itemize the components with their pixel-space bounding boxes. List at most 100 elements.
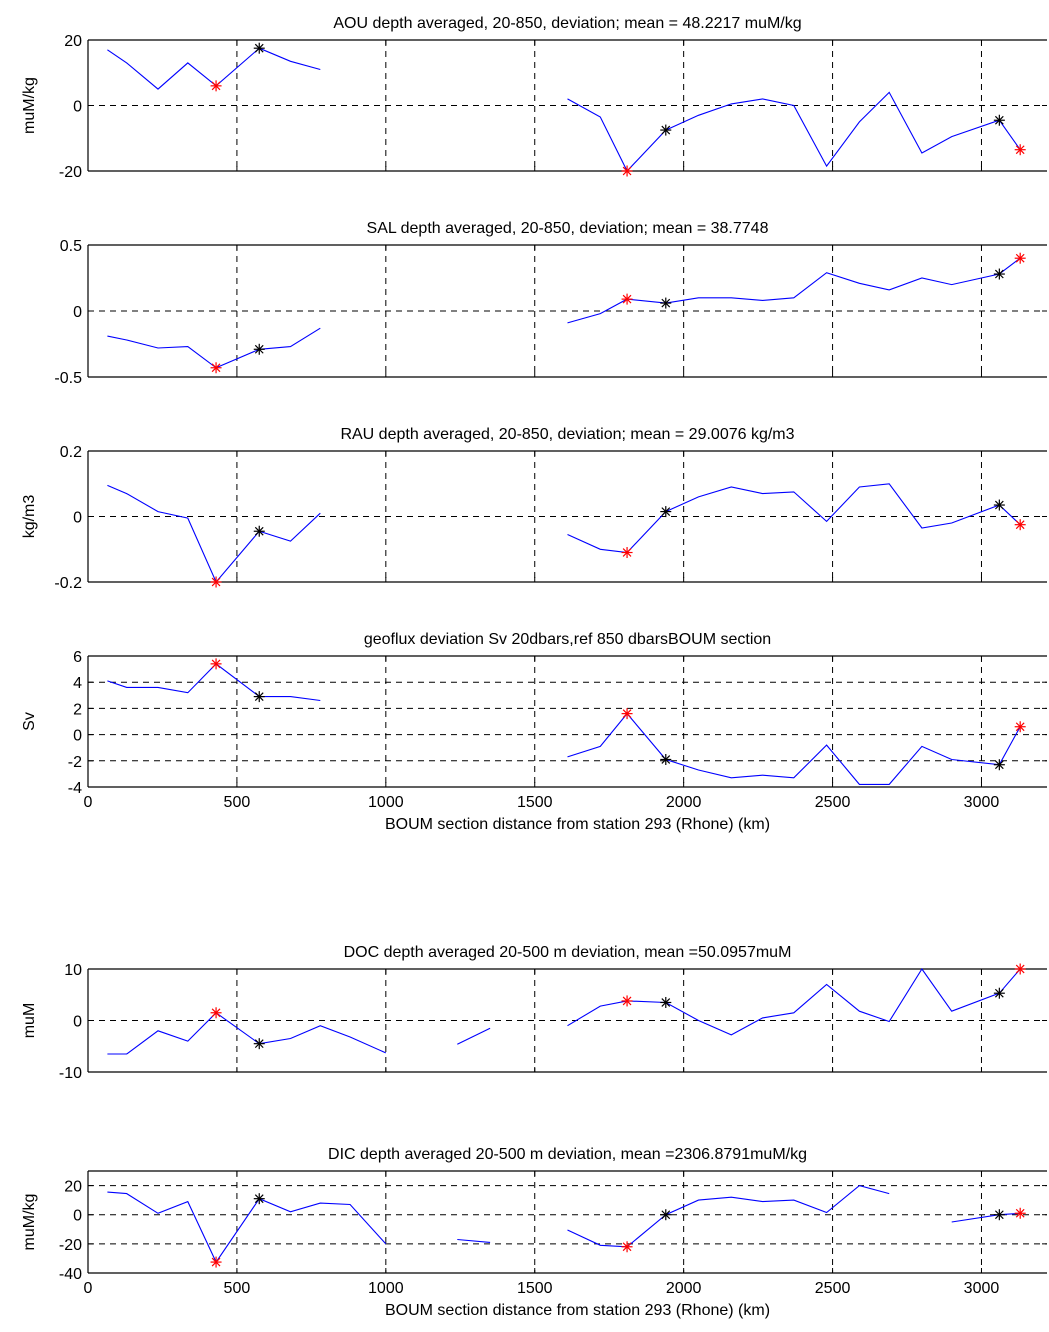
black-star-marker [253,691,265,703]
x-axis-label: BOUM section distance from station 293 (… [385,816,770,833]
red-star-marker [210,1256,222,1268]
red-star-marker [210,80,222,92]
series-line-segment [457,1027,491,1045]
black-star-marker [660,753,672,765]
x-tick-label: 1000 [368,794,404,811]
red-star-marker [1014,252,1026,264]
black-star-marker [660,506,672,518]
y-tick-label: 2 [73,701,82,718]
x-tick-label: 2000 [666,1280,702,1297]
y-axis-label: muM [21,1003,38,1039]
y-tick-label: -10 [59,1065,82,1082]
series-line-segment [567,91,1021,172]
chart-title: SAL depth averaged, 20-850, deviation; m… [367,220,769,237]
y-tick-label: 6 [73,649,82,666]
x-axis-label: BOUM section distance from station 293 (… [385,1302,770,1319]
series-line-segment [107,47,321,90]
y-tick-label: -20 [59,1237,82,1254]
x-tick-label: 1000 [368,1280,404,1297]
y-tick-label: 0 [73,1014,82,1031]
y-tick-label: -4 [68,780,82,797]
y-tick-label: 10 [64,962,82,979]
series-line-segment [567,968,1021,1036]
chart-panel-2: SAL depth averaged, 20-850, deviation; m… [54,220,1047,387]
x-tick-label: 0 [84,1280,93,1297]
red-star-marker [210,576,222,588]
red-star-marker [621,547,633,559]
y-tick-label: 0 [73,1208,82,1225]
red-star-marker [621,708,633,720]
black-star-marker [993,499,1005,511]
chart-title: DOC depth averaged 20-500 m deviation, m… [344,944,792,961]
x-tick-label: 1500 [517,1280,553,1297]
x-tick-label: 500 [224,794,251,811]
series-line-segment [107,484,321,584]
black-star-marker [253,1193,265,1205]
series-line-segment [457,1238,491,1243]
red-star-marker [621,165,633,177]
series-line-segment [107,1191,387,1264]
y-tick-label: -0.2 [54,575,82,592]
black-star-marker [253,42,265,54]
y-tick-label: 0 [73,304,82,321]
plot-area [88,1171,1047,1273]
x-tick-label: 2500 [815,1280,851,1297]
x-tick-label: 2000 [666,794,702,811]
chart-panel-5: DOC depth averaged 20-500 m deviation, m… [21,944,1047,1082]
black-star-marker [660,996,672,1008]
chart-panel-6: DIC depth averaged 20-500 m deviation, m… [21,1146,1047,1319]
y-tick-label: -40 [59,1266,82,1283]
y-tick-label: -2 [68,754,82,771]
x-tick-label: 3000 [964,1280,1000,1297]
y-tick-label: 0 [73,510,82,527]
red-star-marker [1014,1207,1026,1219]
series-line-segment [567,257,1021,324]
y-axis-label: muM/kg [21,77,38,134]
black-star-marker [253,525,265,537]
chart-title: DIC depth averaged 20-500 m deviation, m… [328,1146,807,1163]
black-star-marker [993,759,1005,771]
series-line-segment [107,1012,387,1055]
series-line-segment [567,483,1021,554]
series-line-segment [107,663,321,702]
black-star-marker [993,114,1005,126]
chart-title: geoflux deviation Sv 20dbars,ref 850 dba… [364,631,771,648]
y-tick-label: 0.5 [60,238,82,255]
y-tick-label: -0.5 [54,370,82,387]
y-tick-label: 20 [64,33,82,50]
x-tick-label: 1500 [517,794,553,811]
red-star-marker [1014,519,1026,531]
red-star-marker [210,658,222,670]
red-star-marker [1014,144,1026,156]
red-star-marker [621,1241,633,1253]
y-tick-label: 0.2 [60,444,82,461]
x-tick-label: 2500 [815,794,851,811]
red-star-marker [210,362,222,374]
black-star-marker [253,343,265,355]
y-axis-label: Sv [21,712,38,731]
chart-title: AOU depth averaged, 20-850, deviation; m… [333,15,801,32]
red-star-marker [1014,721,1026,733]
x-tick-label: 500 [224,1280,251,1297]
y-tick-label: 0 [73,728,82,745]
x-tick-label: 0 [84,794,93,811]
series-line-segment [107,327,321,369]
y-tick-label: 4 [73,675,82,692]
black-star-marker [660,124,672,136]
y-tick-label: 0 [73,99,82,116]
y-axis-label: muM/kg [21,1194,38,1251]
black-star-marker [253,1038,265,1050]
red-star-marker [621,995,633,1007]
y-tick-label: 20 [64,1179,82,1196]
black-star-marker [660,297,672,309]
series-line-segment [567,1184,890,1248]
black-star-marker [660,1209,672,1221]
y-tick-label: -20 [59,164,82,181]
x-tick-label: 3000 [964,794,1000,811]
chart-title: RAU depth averaged, 20-850, deviation; m… [340,426,794,443]
series-line-segment [567,712,1021,785]
black-star-marker [993,987,1005,999]
chart-panel-4: geoflux deviation Sv 20dbars,ref 850 dba… [21,631,1047,833]
chart-panel-1: AOU depth averaged, 20-850, deviation; m… [21,15,1047,181]
